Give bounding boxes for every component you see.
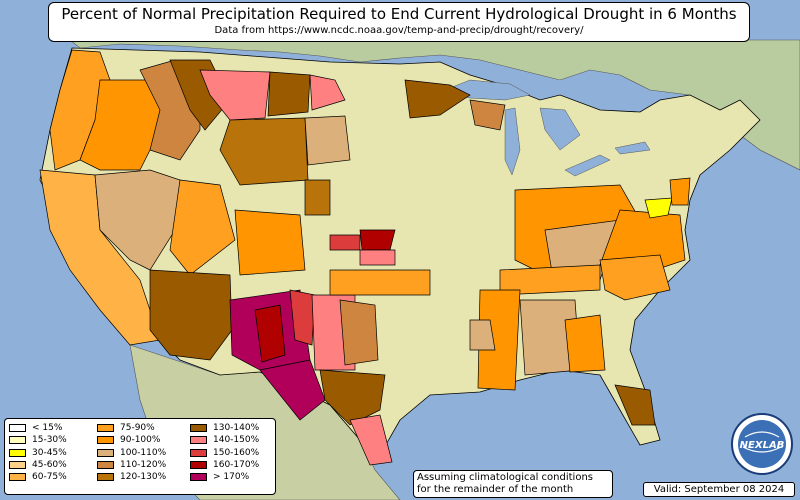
region-texas-east bbox=[339, 299, 379, 366]
legend-item: 110-120% bbox=[97, 459, 166, 471]
legend-label: 90-100% bbox=[120, 435, 161, 446]
legend-label: 45-60% bbox=[32, 460, 67, 471]
lake-huron bbox=[539, 107, 581, 151]
legend-swatch bbox=[190, 473, 207, 482]
legend-item: 45-60% bbox=[9, 459, 67, 471]
legend-item: 75-90% bbox=[97, 422, 166, 434]
region-nm-east bbox=[289, 289, 316, 346]
region-lower-ms bbox=[469, 319, 496, 351]
region-arizona bbox=[149, 269, 233, 361]
legend-swatch bbox=[9, 448, 26, 457]
assumption-note: Assuming climatological conditions for t… bbox=[413, 470, 613, 498]
legend-label: 15-30% bbox=[32, 435, 67, 446]
map-subtitle: Data from https://www.ncdc.noaa.gov/temp… bbox=[214, 25, 584, 36]
canada-land bbox=[69, 39, 800, 171]
region-kansas-east bbox=[359, 229, 396, 251]
legend-item: < 15% bbox=[9, 422, 67, 434]
lake-erie bbox=[564, 154, 611, 177]
region-kansas bbox=[329, 234, 361, 251]
legend-item: 60-75% bbox=[9, 471, 67, 483]
legend-label: < 15% bbox=[32, 423, 63, 434]
lake-michigan bbox=[504, 107, 521, 176]
region-wyoming bbox=[219, 117, 309, 186]
region-texas-south bbox=[349, 414, 393, 466]
region-florida-west bbox=[614, 384, 656, 426]
legend: < 15% 15-30% 30-45% 45-60% 60-75% 75-90%… bbox=[4, 418, 276, 495]
legend-swatch bbox=[97, 448, 114, 457]
region-mid-atlantic bbox=[644, 197, 673, 219]
legend-label: 100-110% bbox=[120, 447, 167, 458]
legend-swatch bbox=[97, 424, 114, 433]
region-nevada bbox=[94, 169, 181, 271]
region-nj bbox=[669, 177, 691, 206]
drought-regions bbox=[39, 49, 691, 466]
legend-item: 150-160% bbox=[190, 447, 259, 459]
legend-column-1: < 15% 15-30% 30-45% 45-60% 60-75% bbox=[9, 422, 67, 483]
legend-item: 100-110% bbox=[97, 447, 166, 459]
legend-swatch bbox=[190, 424, 207, 433]
region-michigan bbox=[469, 99, 506, 131]
region-minnesota-north bbox=[404, 79, 471, 119]
region-georgia bbox=[564, 314, 606, 373]
legend-label: 150-160% bbox=[213, 447, 260, 458]
legend-swatch bbox=[97, 461, 114, 470]
region-nd-west bbox=[267, 71, 311, 117]
legend-column-3: 130-140% 140-150% 150-160% 160-170% > 17… bbox=[190, 422, 259, 483]
note-line-1: Assuming climatological conditions bbox=[417, 472, 593, 483]
legend-label: 120-130% bbox=[120, 472, 167, 483]
region-colorado bbox=[234, 209, 306, 276]
legend-swatch bbox=[190, 448, 207, 457]
region-oklahoma bbox=[329, 269, 431, 296]
legend-label: 75-90% bbox=[120, 423, 155, 434]
region-carolinas bbox=[599, 254, 671, 301]
legend-label: 110-120% bbox=[120, 460, 167, 471]
legend-label: 30-45% bbox=[32, 447, 67, 458]
map-title: Percent of Normal Precipitation Required… bbox=[61, 5, 737, 23]
legend-label: > 170% bbox=[213, 472, 250, 483]
logo-text: NEXLAB bbox=[740, 440, 785, 451]
valid-date: Valid: September 08 2024 bbox=[643, 482, 795, 497]
region-nm-core bbox=[254, 304, 286, 363]
title-box: Percent of Normal Precipitation Required… bbox=[48, 2, 750, 42]
legend-label: 60-75% bbox=[32, 472, 67, 483]
legend-item: 30-45% bbox=[9, 447, 67, 459]
legend-label: 130-140% bbox=[213, 423, 260, 434]
legend-item: 90-100% bbox=[97, 434, 166, 446]
nexlab-logo-icon: NEXLAB bbox=[731, 413, 793, 475]
note-line-2: for the remainder of the month bbox=[417, 484, 574, 495]
legend-swatch bbox=[97, 473, 114, 482]
legend-item: 120-130% bbox=[97, 471, 166, 483]
legend-item: 130-140% bbox=[190, 422, 259, 434]
legend-column-2: 75-90% 90-100% 100-110% 110-120% 120-130… bbox=[97, 422, 166, 483]
legend-label: 140-150% bbox=[213, 435, 260, 446]
region-mississippi bbox=[477, 289, 521, 391]
legend-swatch bbox=[9, 424, 26, 433]
region-nd-east bbox=[309, 74, 346, 111]
legend-item: 140-150% bbox=[190, 434, 259, 446]
legend-swatch bbox=[190, 436, 207, 445]
legend-swatch bbox=[9, 461, 26, 470]
legend-swatch bbox=[9, 436, 26, 445]
legend-swatch bbox=[190, 461, 207, 470]
legend-item: 160-170% bbox=[190, 459, 259, 471]
lake-ontario bbox=[614, 141, 651, 155]
legend-swatch bbox=[9, 473, 26, 482]
legend-item: > 170% bbox=[190, 471, 259, 483]
legend-label: 160-170% bbox=[213, 460, 260, 471]
region-utah bbox=[169, 179, 236, 276]
region-kansas-south bbox=[359, 249, 396, 266]
region-nebraska-w bbox=[304, 179, 331, 216]
region-sd bbox=[304, 115, 351, 166]
legend-item: 15-30% bbox=[9, 434, 67, 446]
region-tennessee bbox=[499, 264, 601, 296]
legend-swatch bbox=[97, 436, 114, 445]
region-montana-east bbox=[199, 69, 271, 121]
